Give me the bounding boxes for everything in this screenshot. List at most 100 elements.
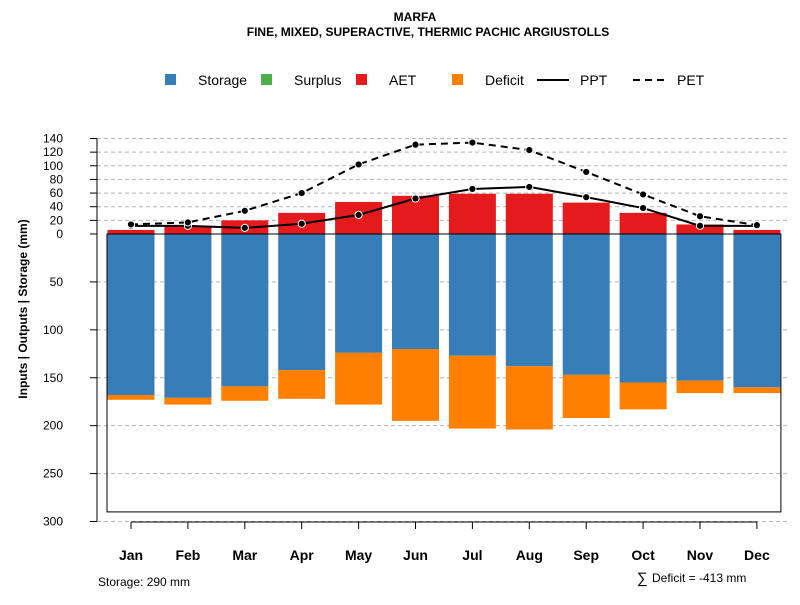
ppt-point-sep — [582, 193, 591, 202]
x-tick-label-dec: Dec — [744, 547, 770, 563]
y-tick-label-lower-150: 150 — [43, 371, 63, 385]
pet-point-sep — [582, 167, 591, 177]
deficit-sum-symbol: ∑ — [637, 570, 648, 587]
aet-bar-feb — [164, 226, 212, 234]
aet-bar-aug — [505, 193, 553, 234]
x-tick-label-jun: Jun — [403, 547, 428, 563]
y-tick-label-upper-80: 80 — [50, 172, 64, 186]
storage-bar-nov — [676, 234, 724, 381]
y-tick-label-lower-200: 200 — [43, 419, 63, 433]
pet-point-dec — [752, 221, 762, 230]
y-tick-label-upper-60: 60 — [50, 186, 64, 200]
legend-swatch-deficit — [452, 74, 463, 85]
storage-bar-oct — [619, 234, 667, 383]
deficit-bar-sep — [562, 374, 610, 418]
legend-label-aet: AET — [389, 72, 417, 88]
legend-label-surplus: Surplus — [294, 72, 341, 88]
legend-swatch-surplus — [261, 74, 272, 85]
lines — [126, 138, 762, 232]
y-tick-label-upper-100: 100 — [43, 159, 63, 173]
storage-bar-jul — [448, 234, 496, 356]
ppt-point-nov — [695, 221, 705, 230]
y-tick-label-lower-100: 100 — [43, 323, 63, 337]
ppt-line — [131, 185, 757, 229]
y-axis-title: Inputs | Outputs | Storage (mm) — [16, 219, 30, 398]
deficit-bar-jan — [107, 395, 155, 400]
pet-point-mar — [240, 206, 249, 215]
ppt-point-apr — [297, 219, 306, 228]
y-tick-label-lower-250: 250 — [43, 467, 63, 481]
deficit-bar-oct — [619, 382, 667, 410]
x-tick-label-feb: Feb — [175, 547, 200, 563]
ppt-point-jul — [468, 184, 477, 194]
storage-bar-apr — [278, 234, 326, 371]
aet-bar-jul — [448, 193, 496, 234]
pet-point-jul — [468, 138, 477, 147]
deficit-bar-dec — [733, 387, 781, 394]
legend-label-storage: Storage — [198, 72, 247, 88]
chart-title: MARFA — [394, 10, 437, 24]
pet-point-jun — [411, 140, 420, 149]
pet-point-nov — [695, 212, 705, 221]
deficit-bar-jul — [448, 355, 496, 429]
bars — [107, 193, 781, 430]
y-tick-label-upper-140: 140 — [43, 132, 63, 146]
pet-point-jan — [126, 220, 136, 229]
x-tick-label-sep: Sep — [573, 547, 599, 563]
x-tick-label-jan: Jan — [119, 547, 143, 563]
storage-bar-may — [335, 234, 383, 353]
ppt-point-may — [354, 210, 363, 219]
storage-bar-dec — [733, 234, 781, 388]
pet-point-aug — [525, 145, 534, 155]
x-axis: Jan Feb Mar Apr May Jun Jul Aug Sep Oct Nov Dec — [119, 521, 770, 563]
storage-bar-aug — [505, 234, 553, 367]
y-tick-label-upper-0: 0 — [56, 227, 63, 241]
x-tick-label-oct: Oct — [631, 547, 655, 563]
pet-line — [130, 141, 758, 227]
deficit-bar-mar — [221, 386, 269, 401]
deficit-bar-may — [335, 352, 383, 405]
legend: Storage Surplus AET Deficit PPT PET — [165, 72, 705, 88]
x-tick-label-nov: Nov — [687, 547, 714, 563]
deficit-bar-jun — [392, 349, 439, 421]
legend-label-pet: PET — [677, 72, 705, 88]
y-tick-label-upper-20: 20 — [50, 213, 64, 227]
aet-bar-oct — [619, 212, 667, 234]
aet-bar-sep — [562, 202, 610, 234]
storage-bar-feb — [164, 234, 212, 398]
ppt-point-oct — [639, 203, 648, 213]
x-tick-label-apr: Apr — [290, 547, 315, 563]
ppt-point-mar — [240, 223, 249, 232]
deficit-bar-nov — [676, 380, 724, 394]
storage-bar-sep — [562, 234, 610, 375]
storage-bar-jun — [392, 234, 439, 349]
x-tick-label-mar: Mar — [232, 547, 257, 563]
pet-point-apr — [297, 188, 306, 198]
storage-bar-jan — [107, 234, 155, 395]
pet-point-may — [354, 160, 363, 169]
ppt-point-jun — [411, 194, 420, 203]
pet-point-oct — [639, 190, 648, 199]
legend-label-deficit: Deficit — [485, 72, 524, 88]
legend-swatch-aet — [356, 74, 367, 85]
pet-point-feb — [183, 218, 192, 227]
legend-swatch-storage — [165, 74, 176, 85]
aet-bar-jan — [107, 229, 155, 234]
storage-bar-mar — [221, 234, 269, 387]
storage-footer-label: Storage: 290 mm — [98, 575, 190, 589]
y-tick-label-upper-40: 40 — [50, 200, 64, 214]
aet-bar-dec — [733, 229, 781, 234]
y-tick-label-lower-300: 300 — [43, 515, 63, 529]
deficit-bar-apr — [278, 370, 326, 399]
y-tick-label-upper-120: 120 — [43, 145, 63, 159]
deficit-footer-label: Deficit = -413 mm — [652, 571, 746, 585]
x-tick-label-aug: Aug — [516, 547, 543, 563]
legend-label-ppt: PPT — [580, 72, 608, 88]
ppt-point-aug — [525, 182, 534, 192]
y-tick-label-lower-50: 50 — [50, 275, 64, 289]
deficit-bar-feb — [164, 397, 212, 405]
deficit-bar-aug — [505, 366, 553, 430]
